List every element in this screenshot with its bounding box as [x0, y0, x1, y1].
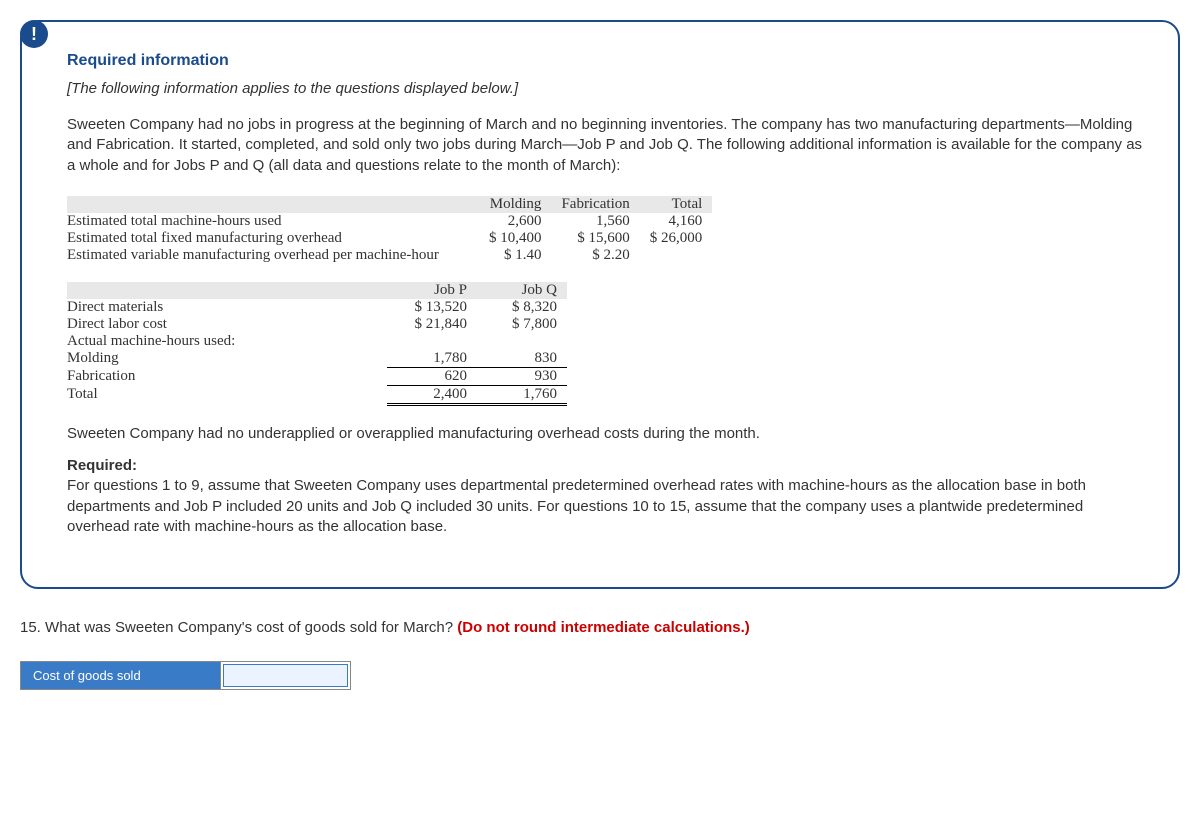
cell: 1,760 [477, 385, 567, 404]
cell: $ 15,600 [551, 230, 639, 247]
table-row: Molding 1,780 830 [67, 350, 567, 368]
table-header-row: Molding Fabrication Total [67, 196, 712, 213]
cell: 830 [477, 350, 567, 368]
required-section: Required: For questions 1 to 9, assume t… [67, 456, 1148, 537]
row-label: Molding [67, 350, 387, 368]
table-row: Estimated total fixed manufacturing over… [67, 230, 712, 247]
cell: $ 21,840 [387, 316, 477, 333]
answer-table: Cost of goods sold [20, 661, 351, 690]
cell: $ 13,520 [387, 299, 477, 316]
job-costs-table: Job P Job Q Direct materials $ 13,520 $ … [67, 282, 567, 406]
cell: $ 10,400 [479, 230, 552, 247]
row-label: Actual machine-hours used: [67, 333, 387, 350]
question-15: 15. What was Sweeten Company's cost of g… [20, 619, 1180, 636]
col-molding: Molding [479, 196, 552, 213]
row-label: Direct labor cost [67, 316, 387, 333]
cell: 1,780 [387, 350, 477, 368]
table-row: Estimated total machine-hours used 2,600… [67, 213, 712, 230]
no-overhead-note: Sweeten Company had no underapplied or o… [67, 424, 1148, 444]
answer-label: Cost of goods sold [21, 662, 221, 690]
cell: $ 2.20 [551, 247, 639, 264]
cell: $ 1.40 [479, 247, 552, 264]
table-row: Actual machine-hours used: [67, 333, 567, 350]
overhead-estimates-table: Molding Fabrication Total Estimated tota… [67, 196, 712, 264]
table-row: Direct materials $ 13,520 $ 8,320 [67, 299, 567, 316]
cell: $ 8,320 [477, 299, 567, 316]
row-label: Total [67, 385, 387, 404]
row-label: Direct materials [67, 299, 387, 316]
row-label: Estimated total machine-hours used [67, 213, 479, 230]
question-number: 15. [20, 619, 41, 636]
col-job-p: Job P [387, 282, 477, 299]
row-label: Fabrication [67, 367, 387, 385]
row-label: Estimated total fixed manufacturing over… [67, 230, 479, 247]
required-text: For questions 1 to 9, assume that Sweete… [67, 477, 1086, 535]
col-fabrication: Fabrication [551, 196, 639, 213]
question-note: (Do not round intermediate calculations.… [457, 619, 750, 636]
col-total: Total [640, 196, 713, 213]
table-row: Fabrication 620 930 [67, 367, 567, 385]
cell: 2,400 [387, 385, 477, 404]
col-job-q: Job Q [477, 282, 567, 299]
cell: 4,160 [640, 213, 713, 230]
applies-note: [The following information applies to th… [67, 80, 1148, 97]
cell: $ 26,000 [640, 230, 713, 247]
answer-input-cell [221, 662, 351, 690]
cell [640, 247, 713, 264]
cell: 1,560 [551, 213, 639, 230]
table-total-row: Total 2,400 1,760 [67, 385, 567, 404]
row-label: Estimated variable manufacturing overhea… [67, 247, 479, 264]
intro-paragraph: Sweeten Company had no jobs in progress … [67, 115, 1148, 176]
required-label: Required: [67, 457, 137, 474]
cell: 2,600 [479, 213, 552, 230]
cell [387, 333, 477, 350]
table-row: Estimated variable manufacturing overhea… [67, 247, 712, 264]
alert-icon: ! [20, 20, 48, 48]
cell [477, 333, 567, 350]
table-row: Direct labor cost $ 21,840 $ 7,800 [67, 316, 567, 333]
cell: $ 7,800 [477, 316, 567, 333]
cell: 620 [387, 367, 477, 385]
required-information-header: Required information [67, 52, 1148, 70]
table-header-row: Job P Job Q [67, 282, 567, 299]
question-text: What was Sweeten Company's cost of goods… [45, 619, 453, 636]
cost-of-goods-sold-input[interactable] [223, 664, 348, 687]
required-information-box: ! Required information [The following in… [20, 20, 1180, 589]
cell: 930 [477, 367, 567, 385]
